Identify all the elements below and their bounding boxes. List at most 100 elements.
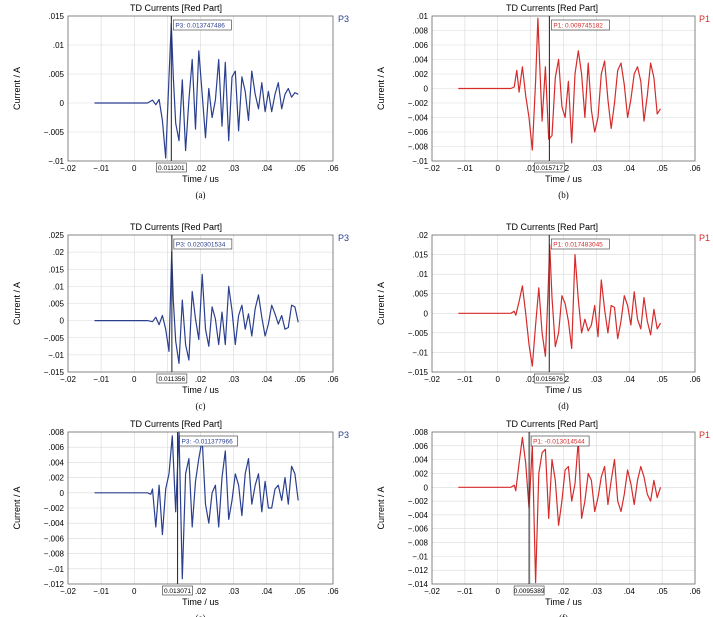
marker-annotation-box <box>173 19 232 31</box>
x-axis-label: Time / us <box>545 174 582 184</box>
series-line-p1 <box>458 244 662 367</box>
y-tick-label: −.01 <box>48 157 64 166</box>
x-tick-label: −.02 <box>60 587 76 596</box>
x-axis-label: Time / us <box>182 174 219 184</box>
x-tick-label: .05 <box>294 164 306 173</box>
x-tick-label: .06 <box>689 375 701 384</box>
y-tick-label: .008 <box>412 428 428 437</box>
panel-caption: (f) <box>559 613 568 617</box>
marker-annotation-box <box>550 238 610 250</box>
y-tick-label: −.004 <box>44 519 65 528</box>
marker-x-box <box>156 162 187 173</box>
marker-x-box <box>513 585 545 596</box>
plot-frame <box>431 234 696 373</box>
x-tick-label: .04 <box>624 375 636 384</box>
y-tick-label: −.006 <box>408 128 429 137</box>
marker-x-value: 0.011201 <box>158 165 185 172</box>
y-tick-label: .004 <box>412 56 428 65</box>
panel-caption: (c) <box>196 401 206 411</box>
chart-title: TD Currents [Red Part] <box>130 3 222 13</box>
x-tick-label: .01 <box>525 164 537 173</box>
y-tick-label: 0 <box>424 309 429 318</box>
x-tick-label: .06 <box>689 164 701 173</box>
marker-annotation: P1: 0.009745182 <box>553 23 603 30</box>
panel-caption: (b) <box>558 190 569 200</box>
marker-x-box <box>533 373 565 384</box>
marker-annotation-box <box>530 435 590 447</box>
y-tick-label: −.01 <box>412 552 428 561</box>
y-tick-label: .015 <box>48 265 64 274</box>
x-tick-label: .05 <box>657 164 669 173</box>
y-axis-label: Current / A <box>12 67 22 110</box>
x-tick-label: .01 <box>525 375 537 384</box>
marker-annotation: P1: -0.013014544 <box>533 439 585 446</box>
marker-x-value: 0.0095389 <box>514 588 545 595</box>
x-tick-label: .03 <box>591 375 603 384</box>
x-tick-label: .03 <box>228 375 240 384</box>
x-tick-label: 0 <box>132 587 137 596</box>
series-line-p3 <box>94 431 299 580</box>
y-tick-label: −.004 <box>408 114 429 123</box>
panel-caption: (a) <box>196 190 206 200</box>
x-tick-label: .06 <box>327 164 339 173</box>
marker-x-value: 0.015676 <box>536 376 563 383</box>
y-tick-label: .008 <box>48 428 64 437</box>
x-tick-label: −.01 <box>93 164 109 173</box>
marker-x-box <box>156 373 188 384</box>
marker-x-box <box>534 162 565 173</box>
x-tick-label: .05 <box>657 587 669 596</box>
legend-entry: P3 <box>338 14 349 24</box>
marker-x-value: 0.015717 <box>536 165 563 172</box>
y-tick-label: .002 <box>412 70 428 79</box>
y-tick-label: −.008 <box>408 539 429 548</box>
legend-entry: P3 <box>338 430 349 440</box>
marker-x-value: 0.011356 <box>159 376 186 383</box>
x-tick-label: 0 <box>496 164 501 173</box>
y-tick-label: −.002 <box>408 497 429 506</box>
y-tick-label: .01 <box>53 41 65 50</box>
y-tick-label: .005 <box>412 290 428 299</box>
y-tick-label: .002 <box>48 474 64 483</box>
x-axis-label: Time / us <box>545 597 582 607</box>
x-tick-label: −.01 <box>457 164 473 173</box>
y-tick-label: .006 <box>412 442 428 451</box>
x-tick-label: 0 <box>496 375 501 384</box>
y-tick-label: .02 <box>53 248 65 257</box>
chart-panel: TD Currents [Red Part]−.02−.010.01.02.03… <box>376 222 710 411</box>
panel-caption: (e) <box>196 613 206 617</box>
x-tick-label: .03 <box>591 587 603 596</box>
x-tick-label: .05 <box>294 375 306 384</box>
x-tick-label: .04 <box>261 164 273 173</box>
x-tick-label: −.01 <box>93 375 109 384</box>
y-tick-label: .006 <box>48 443 64 452</box>
x-tick-label: −.02 <box>60 164 76 173</box>
marker-annotation: P1: 0.017483045 <box>553 242 603 249</box>
x-tick-label: −.01 <box>457 587 473 596</box>
y-tick-label: −.002 <box>408 99 429 108</box>
x-tick-label: 0 <box>132 375 137 384</box>
x-tick-label: 0 <box>132 164 137 173</box>
marker-annotation-box <box>179 435 238 447</box>
y-tick-label: .025 <box>48 231 64 240</box>
y-tick-label: −.01 <box>48 565 64 574</box>
legend-entry: P1 <box>699 14 710 24</box>
y-tick-label: .01 <box>53 282 65 291</box>
series-line-p3 <box>94 22 299 159</box>
y-tick-label: .015 <box>412 251 428 260</box>
x-tick-label: .05 <box>657 375 669 384</box>
series-line-p3 <box>94 251 299 364</box>
y-tick-label: −.005 <box>408 329 429 338</box>
plot-frame <box>67 234 334 373</box>
x-tick-label: .03 <box>228 164 240 173</box>
chart-title: TD Currents [Red Part] <box>130 222 222 232</box>
x-tick-label: .06 <box>327 587 339 596</box>
x-tick-label: .03 <box>228 587 240 596</box>
plot-frame <box>431 431 696 585</box>
chart-panel: TD Currents [Red Part]−.02−.010.01.02.03… <box>12 419 349 617</box>
legend-entry: P3 <box>338 233 349 243</box>
plot-frame <box>67 431 334 585</box>
x-tick-label: .02 <box>195 164 207 173</box>
y-axis-label: Current / A <box>376 67 386 110</box>
chart-panel: TD Currents [Red Part]−.02−.010.01.02.03… <box>12 3 349 200</box>
